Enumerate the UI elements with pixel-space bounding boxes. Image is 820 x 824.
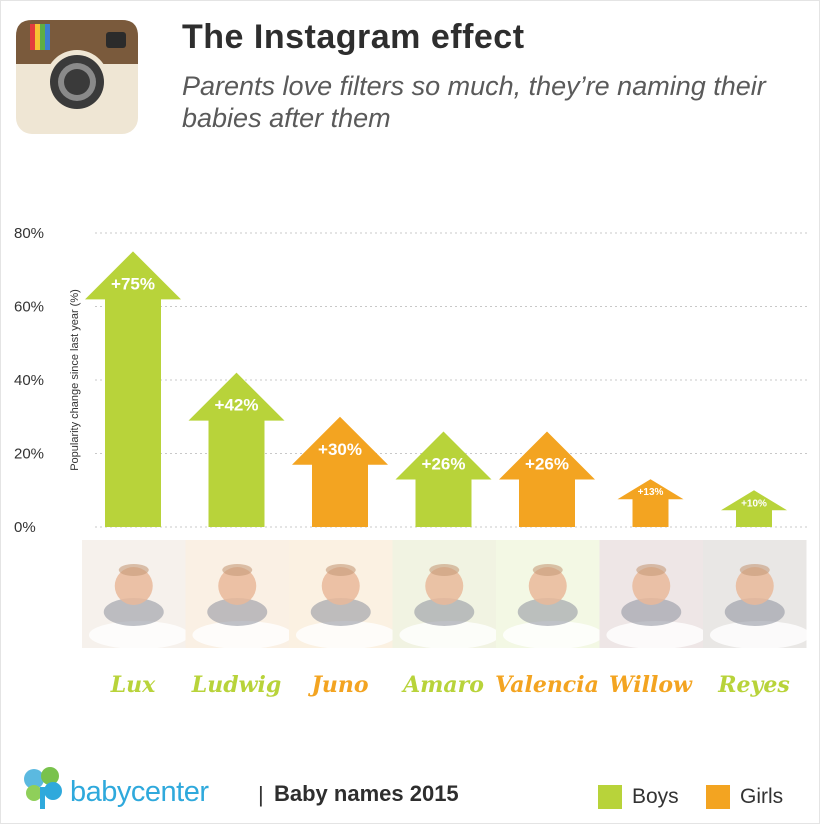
bar-chart: 0% 20% 40% 60% 80% Popularity change since la… xyxy=(14,225,810,698)
camera-logo-icon xyxy=(16,20,138,134)
legend-swatch-boys xyxy=(598,785,622,809)
bar-arrow-juno xyxy=(292,416,388,527)
value-label-ludwig: +42% xyxy=(215,396,259,415)
baby-photo-icon xyxy=(599,540,707,649)
legend-item-boys: Boys xyxy=(598,785,679,809)
chart-subtitle: Parents love filters so much, they’re na… xyxy=(182,71,766,133)
category-label-willow: Willow xyxy=(609,672,693,698)
baby-photo-icon xyxy=(392,540,500,649)
footer-text: Baby names 2015 xyxy=(274,781,459,806)
bar-arrow-reyes xyxy=(721,490,787,527)
bar-arrow-valencia xyxy=(499,431,595,527)
y-tick-label: 0% xyxy=(14,519,36,536)
brand-name: babycenter xyxy=(70,776,209,808)
y-tick-label: 60% xyxy=(14,299,44,316)
value-label-juno: +30% xyxy=(318,440,362,459)
chart-title: The Instagram effect xyxy=(182,18,525,56)
baby-photo-icon xyxy=(703,540,810,649)
bar-arrow-willow xyxy=(617,479,684,527)
category-label-ludwig: Ludwig xyxy=(191,672,282,698)
legend-swatch-girls xyxy=(706,785,730,809)
value-label-amaro: +26% xyxy=(422,454,466,473)
value-label-reyes: +10% xyxy=(741,498,767,509)
baby-photo-icon xyxy=(289,540,396,649)
legend-label-boys: Boys xyxy=(632,785,679,808)
category-label-valencia: Valencia xyxy=(495,672,599,698)
legend-label-girls: Girls xyxy=(740,785,784,808)
y-tick-label: 20% xyxy=(14,446,44,463)
category-label-juno: Juno xyxy=(307,672,368,698)
bar-arrow-lux xyxy=(85,251,181,527)
value-label-willow: +13% xyxy=(638,487,664,498)
footer-separator: | xyxy=(258,782,264,807)
baby-photo-icon xyxy=(82,540,189,649)
legend-item-girls: Girls xyxy=(706,785,783,809)
category-label-amaro: Amaro xyxy=(401,672,484,698)
bar-arrow-amaro xyxy=(395,431,492,527)
category-label-reyes: Reyes xyxy=(717,672,789,698)
category-label-lux: Lux xyxy=(110,672,156,698)
y-axis-label: Popularity change since last year (%) xyxy=(69,289,81,471)
value-label-valencia: +26% xyxy=(525,454,569,473)
bar-arrow-ludwig xyxy=(188,372,285,527)
y-tick-label: 80% xyxy=(14,225,44,242)
value-label-lux: +75% xyxy=(111,274,155,293)
baby-photo-icon xyxy=(185,540,293,649)
babycenter-tree-icon xyxy=(24,767,62,809)
baby-photo-icon xyxy=(496,540,603,649)
y-tick-label: 40% xyxy=(14,372,44,389)
